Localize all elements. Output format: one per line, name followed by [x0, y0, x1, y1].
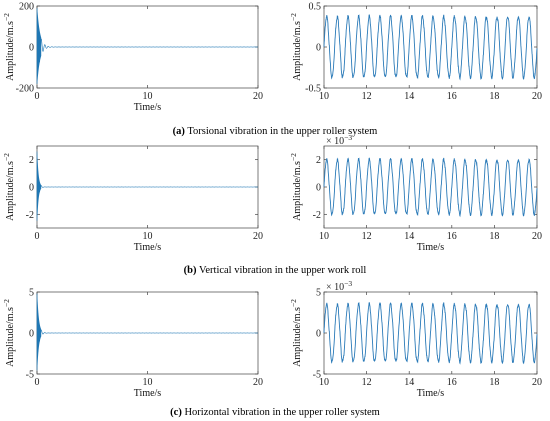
x-tick-label: 12	[362, 231, 372, 242]
right-panel-2: 10 12 14 16 18 20 -5 0 5 Time/s Amplitude/m.s−2 × 1…	[289, 279, 542, 399]
x-tick-label: 0	[35, 91, 40, 102]
y-tick-label: 0	[316, 43, 321, 54]
x-tick-label: 0	[35, 231, 40, 242]
x-tick-label: 16	[447, 91, 457, 102]
x-tick-label: 10	[319, 91, 329, 102]
x-tick-label: 16	[447, 377, 457, 388]
x-tick-label: 12	[362, 377, 372, 388]
y-axis-label: Amplitude/m.s−2	[289, 13, 303, 81]
right-panel-1: 10 12 14 16 18 20 -2 0 2 Time/s Amplitude/m.s−2 × 1…	[289, 133, 542, 253]
x-axis-label: Time/s	[417, 388, 445, 399]
y-tick-label: 5	[316, 288, 321, 299]
x-tick-label: 0	[35, 377, 40, 388]
x-axis-label: Time/s	[417, 242, 445, 253]
exponent-label: × 10−3	[326, 279, 352, 293]
x-tick-label: 14	[404, 231, 414, 242]
y-tick-label: 0	[29, 183, 34, 194]
y-axis-label: Amplitude/m.s−2	[2, 13, 16, 81]
x-tick-label: 20	[532, 377, 542, 388]
y-tick-label: 2	[316, 155, 321, 166]
x-tick-label: 16	[447, 231, 457, 242]
x-tick-label: 20	[532, 231, 542, 242]
y-tick-label: -2	[26, 210, 34, 221]
x-tick-label: 20	[253, 91, 263, 102]
x-tick-label: 20	[532, 91, 542, 102]
y-tick-label: -200	[16, 84, 34, 95]
x-tick-label: 10	[319, 377, 329, 388]
y-tick-label: -2	[313, 210, 321, 221]
exponent-label: × 10−3	[326, 133, 352, 147]
y-tick-label: 0.5	[309, 2, 322, 13]
y-tick-label: 0	[29, 329, 34, 340]
x-tick-label: 20	[253, 231, 263, 242]
y-tick-label: 2	[29, 155, 34, 166]
right-panel-0: 10 12 14 16 18 20 -0.5 0 0.5 Amplitude/m.s−2	[289, 2, 542, 103]
x-tick-label: 18	[489, 91, 499, 102]
y-tick-label: 5	[29, 288, 34, 299]
x-tick-label: 18	[489, 231, 499, 242]
y-tick-label: 0	[316, 183, 321, 194]
series-line	[36, 151, 259, 221]
x-axis-label: Time/s	[134, 102, 162, 113]
y-tick-label: 0	[29, 43, 34, 54]
x-tick-label: 10	[143, 91, 153, 102]
y-axis-label: Amplitude/m.s−2	[289, 153, 303, 221]
series-line	[36, 293, 258, 371]
series-line	[36, 8, 258, 84]
x-tick-label: 20	[253, 377, 263, 388]
y-axis-label: Amplitude/m.s−2	[2, 299, 16, 367]
x-tick-label: 14	[404, 91, 414, 102]
series-line	[323, 157, 538, 218]
y-tick-label: -5	[313, 370, 321, 381]
y-tick-label: -5	[26, 370, 34, 381]
subfigure-caption: (b) Vertical vibration in the upper work…	[184, 265, 367, 276]
x-tick-label: 10	[143, 231, 153, 242]
series-line	[323, 301, 538, 365]
y-tick-label: -0.5	[305, 84, 321, 95]
x-tick-label: 12	[362, 91, 372, 102]
x-tick-label: 18	[489, 377, 499, 388]
y-axis-label: Amplitude/m.s−2	[289, 299, 303, 367]
x-tick-label: 10	[143, 377, 153, 388]
x-axis-label: Time/s	[134, 388, 162, 399]
y-axis-label: Amplitude/m.s−2	[2, 153, 16, 221]
x-tick-label: 10	[319, 231, 329, 242]
y-tick-label: 200	[19, 2, 34, 13]
x-tick-label: 14	[404, 377, 414, 388]
x-axis-label: Time/s	[134, 242, 162, 253]
series-line	[323, 14, 538, 81]
subfigure-caption: (c) Horizontal vibration in the upper ro…	[170, 407, 380, 418]
subfigure-caption: (a) Torsional vibration in the upper rol…	[173, 126, 378, 137]
y-tick-label: 0	[316, 329, 321, 340]
